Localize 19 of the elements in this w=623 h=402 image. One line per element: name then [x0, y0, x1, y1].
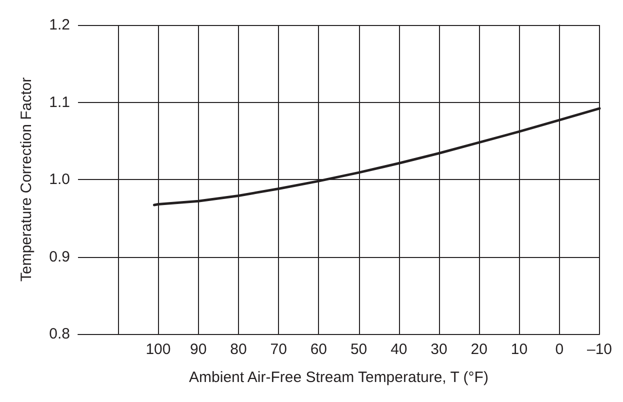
x-tick-label: 10: [510, 341, 528, 358]
x-tick-label: 0: [555, 341, 564, 358]
x-tick-label: 70: [270, 341, 287, 358]
x-tick-label: 50: [350, 341, 368, 358]
x-axis-title: Ambient Air-Free Stream Temperature, T (°F): [189, 369, 488, 386]
y-tick-label: 0.9: [49, 248, 70, 266]
y-tick-label: 1.1: [49, 94, 70, 111]
x-tick-label: 30: [430, 341, 448, 358]
y-tick-label: 1.2: [49, 16, 70, 34]
x-tick-label: –10: [586, 341, 612, 358]
y-tick-label: 1.0: [49, 171, 70, 188]
y-axis-title: Temperature Correction Factor: [18, 77, 35, 282]
x-tick-label: 100: [146, 341, 171, 358]
x-tick-label: 20: [470, 341, 488, 358]
x-tick-label: 40: [390, 341, 408, 358]
x-tick-label: 80: [230, 341, 247, 358]
y-tick-label: 0.8: [49, 326, 70, 342]
x-tick-label: 60: [310, 341, 328, 358]
x-tick-label: 90: [190, 341, 207, 358]
